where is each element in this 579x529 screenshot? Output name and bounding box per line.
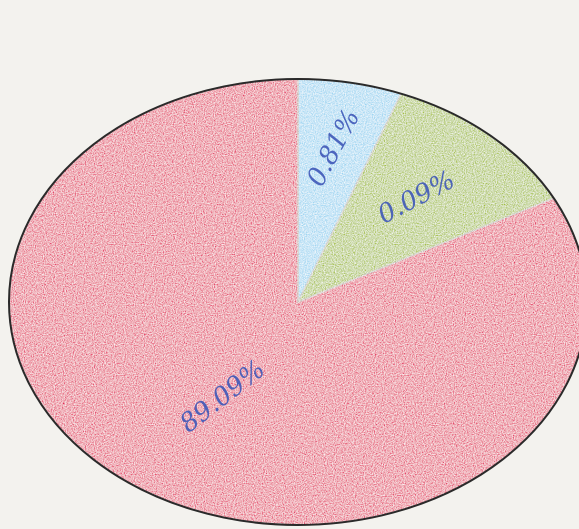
pie-outline — [8, 78, 579, 526]
pie-slices — [8, 78, 579, 526]
